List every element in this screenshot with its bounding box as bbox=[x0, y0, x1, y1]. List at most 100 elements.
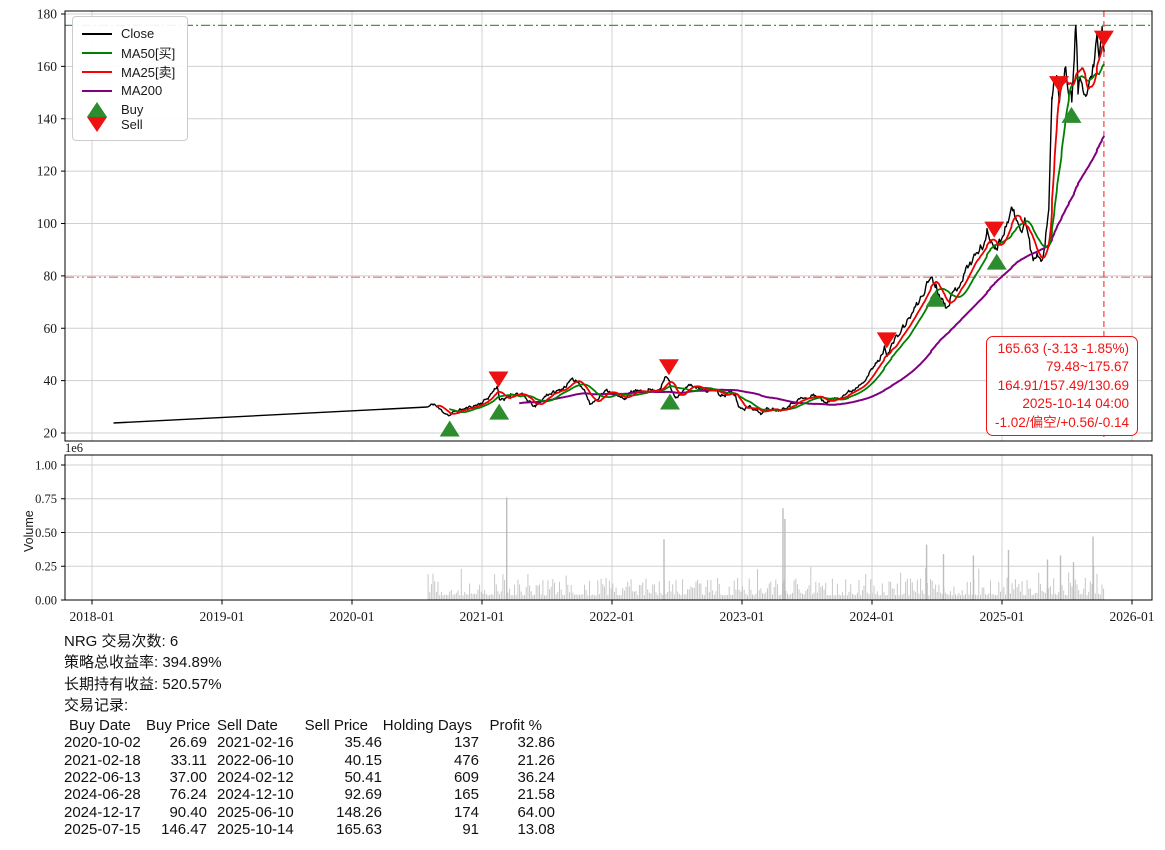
trade-holding-days: 174 bbox=[453, 803, 479, 821]
legend-item-ma25: MA25[卖] bbox=[81, 62, 175, 81]
trade-sell-date: 2021-02-16 bbox=[217, 734, 294, 752]
price-tick-label: 140 bbox=[37, 111, 58, 126]
trade-sell-date: 2025-06-10 bbox=[217, 803, 294, 821]
legend-item-ma50: MA50[买] bbox=[81, 43, 175, 62]
x-tick-label: 2019-01 bbox=[200, 609, 245, 624]
price-tick-label: 60 bbox=[44, 321, 58, 336]
col-header-holding-days: Holding Days bbox=[382, 717, 472, 735]
trade-sell-price: 40.15 bbox=[344, 751, 382, 769]
x-tick-label: 2021-01 bbox=[460, 609, 505, 624]
annotation-ma-line: 164.91/157.49/130.69 bbox=[997, 377, 1129, 393]
trade-profit: 32.86 bbox=[517, 734, 555, 752]
trade-count-line: NRG 交易次数: 6 bbox=[64, 633, 179, 650]
trade-sell-date: 2022-06-10 bbox=[217, 751, 294, 769]
volume-tick-label: 0.00 bbox=[35, 593, 57, 607]
legend-item-sell: Sell bbox=[81, 115, 175, 134]
close-line bbox=[113, 24, 1105, 424]
legend-item-buy: Buy bbox=[81, 100, 175, 119]
trade-buy-date: 2024-12-17 bbox=[64, 803, 141, 821]
col-header-buy-date: Buy Date bbox=[69, 717, 131, 735]
ma25-line-swatch bbox=[81, 70, 113, 73]
annotation-signal-line: -1.02/偏空/+0.56/-0.14 bbox=[995, 414, 1129, 430]
trade-buy-date: 2025-07-15 bbox=[64, 820, 141, 838]
trade-sell-date: 2025-10-14 bbox=[217, 820, 294, 838]
trade-buy-price: 90.40 bbox=[169, 803, 207, 821]
price-tick-label: 80 bbox=[44, 268, 58, 283]
legend-item-ma200: MA200 bbox=[81, 81, 175, 100]
ma200-line-swatch bbox=[81, 89, 113, 92]
trade-profit: 36.24 bbox=[517, 769, 555, 787]
trade-sell-price: 35.46 bbox=[344, 734, 382, 752]
legend: Close MA50[买] MA25[卖] MA200 Buy Sell bbox=[72, 16, 189, 141]
strategy-return-line: 策略总收益率: 394.89% bbox=[64, 654, 222, 672]
col-header-sell-date: Sell Date bbox=[217, 717, 278, 735]
ma50-line-swatch bbox=[81, 51, 113, 54]
volume-tick-label: 0.75 bbox=[35, 492, 57, 506]
trade-profit: 13.08 bbox=[517, 820, 555, 838]
trade-sell-price: 50.41 bbox=[344, 769, 382, 787]
price-tick-label: 40 bbox=[44, 373, 58, 388]
legend-label: MA25[卖] bbox=[121, 65, 176, 80]
buy-marker bbox=[1061, 106, 1082, 123]
ma25-line bbox=[436, 43, 1105, 415]
sell-marker-icon bbox=[81, 117, 113, 132]
legend-label: Sell bbox=[121, 117, 143, 132]
volume-bars bbox=[427, 497, 1105, 600]
legend-label: MA200 bbox=[121, 83, 163, 98]
trade-holding-days: 609 bbox=[453, 769, 479, 787]
x-tick-label: 2026-01 bbox=[1110, 609, 1155, 624]
sell-marker bbox=[984, 221, 1005, 238]
trade-log-title: 交易记录: bbox=[64, 696, 129, 714]
trade-buy-price: 33.11 bbox=[170, 751, 207, 769]
reference-lines bbox=[65, 11, 1152, 441]
x-tick-label: 2025-01 bbox=[980, 609, 1025, 624]
buy-markers bbox=[439, 106, 1082, 437]
annotation-date-line: 2025-10-14 04:00 bbox=[1022, 396, 1129, 412]
x-tick-label: 2022-01 bbox=[590, 609, 635, 624]
hold-return-line: 长期持有收益: 520.57% bbox=[64, 675, 222, 693]
buy-marker-icon bbox=[81, 102, 113, 117]
volume-axis-label: Volume bbox=[22, 510, 36, 552]
x-tick-label: 2018-01 bbox=[70, 609, 115, 624]
tick-labels: 20 40 60 80 100 120 140 160 180 0.00 0.25 0.50 0.75 1… bbox=[35, 7, 1154, 624]
trade-buy-price: 26.69 bbox=[169, 734, 207, 752]
trade-profit: 64.00 bbox=[517, 803, 555, 821]
trade-sell-price: 148.26 bbox=[336, 803, 382, 821]
trade-holding-days: 137 bbox=[453, 734, 479, 752]
sell-marker bbox=[1049, 76, 1070, 93]
axes-spines bbox=[64, 10, 1153, 601]
volume-tick-label: 0.25 bbox=[35, 560, 57, 574]
col-header-sell-price: Sell Price bbox=[304, 717, 368, 735]
legend-label: Close bbox=[121, 26, 155, 41]
sell-marker bbox=[876, 332, 897, 349]
trade-sell-date: 2024-02-12 bbox=[217, 769, 294, 787]
volume-offset-label: 1e6 bbox=[65, 441, 83, 455]
trade-buy-price: 146.47 bbox=[161, 820, 207, 838]
buy-marker bbox=[489, 403, 510, 420]
buy-marker bbox=[660, 393, 681, 410]
trade-sell-date: 2024-12-10 bbox=[217, 786, 294, 804]
price-tick-label: 160 bbox=[37, 59, 58, 74]
sell-marker bbox=[658, 359, 679, 376]
x-tick-label: 2020-01 bbox=[330, 609, 375, 624]
strategy-stats: NRG 交易次数: 6 策略总收益率: 394.89% 长期持有收益: 520.… bbox=[64, 631, 555, 838]
price-tick-label: 180 bbox=[37, 7, 58, 22]
sell-marker bbox=[1093, 30, 1114, 47]
sell-marker bbox=[488, 371, 509, 388]
legend-label: Buy bbox=[121, 102, 144, 117]
grid-lines bbox=[65, 11, 1152, 601]
col-header-profit: Profit % bbox=[489, 717, 542, 735]
volume-tick-label: 0.50 bbox=[35, 526, 57, 540]
close-line-swatch bbox=[81, 32, 113, 35]
quote-annotation-box: 165.63 (-3.13 -1.85%) 79.48~175.67 164.9… bbox=[986, 336, 1138, 437]
legend-item-close: Close bbox=[81, 24, 175, 43]
col-header-buy-price: Buy Price bbox=[146, 717, 211, 735]
price-tick-label: 20 bbox=[44, 426, 58, 441]
trade-buy-price: 76.24 bbox=[169, 786, 207, 804]
annotation-range-line: 79.48~175.67 bbox=[1046, 359, 1129, 375]
trade-buy-date: 2020-10-02 bbox=[64, 734, 141, 752]
trade-profit: 21.26 bbox=[517, 751, 555, 769]
trade-buy-date: 2021-02-18 bbox=[64, 751, 141, 769]
price-tick-label: 100 bbox=[37, 216, 58, 231]
